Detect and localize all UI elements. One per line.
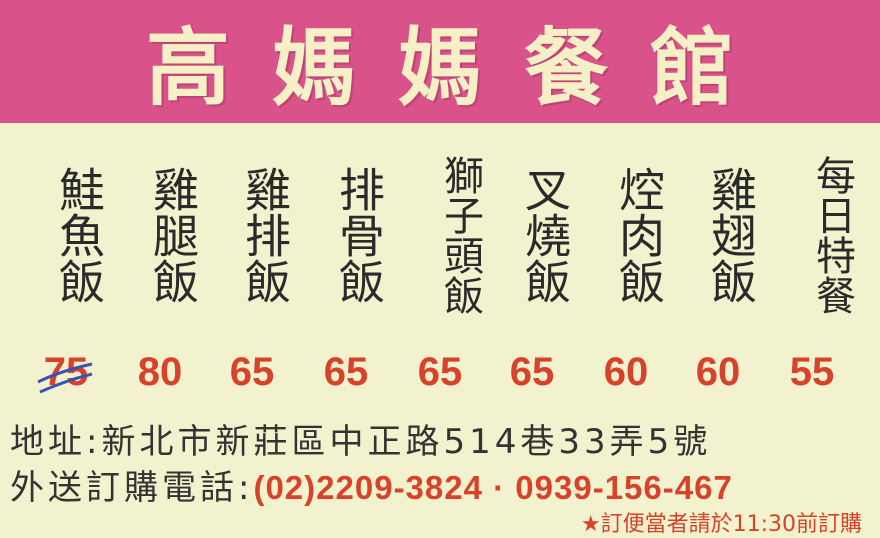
menu-item-name: 獅子頭飯 — [437, 154, 483, 315]
menu-item-name: 叉燒飯 — [518, 165, 572, 304]
phone-label: 外送訂購電話: — [10, 468, 254, 508]
menu-item-name: 每日特餐 — [809, 154, 855, 315]
menu-item-price: 65 — [229, 350, 275, 394]
restaurant-title: 高媽媽餐館 — [145, 19, 776, 117]
menu-item-name: 排骨飯 — [332, 165, 386, 304]
menu-item-price: 60 — [603, 350, 649, 394]
phone-numbers: (02)2209-3824 · 0939-156-467 — [253, 469, 733, 506]
menu-item-price: 80 — [137, 350, 183, 394]
menu-item: 叉燒飯 65 — [486, 132, 578, 402]
menu-item-price: 60 — [695, 350, 741, 394]
menu-item-name: 雞翅飯 — [704, 165, 758, 304]
menu-item-name: 雞腿飯 — [146, 165, 200, 304]
header-banner — [0, 0, 880, 123]
menu-item-price: 65 — [323, 350, 369, 394]
menu-item-name: 焢肉飯 — [612, 165, 666, 304]
menu-item-price: 65 — [417, 350, 463, 394]
menu-item: 獅子頭飯 65 — [394, 132, 486, 402]
menu-item: 雞翅飯 60 — [672, 132, 764, 402]
menu-board: 鮭魚飯 75 雞腿飯 80 雞排飯 65 排骨飯 65 獅子頭飯 65 叉燒飯 … — [20, 132, 870, 402]
menu-item: 焢肉飯 60 — [580, 132, 672, 402]
menu-item: 雞腿飯 80 — [114, 132, 206, 402]
menu-item: 排骨飯 65 — [300, 132, 392, 402]
order-deadline-note: ★訂便當者請於11:30前訂購 — [580, 512, 862, 537]
menu-item: 鮭魚飯 75 — [20, 132, 112, 402]
delivery-phone-line: 外送訂購電話:(02)2209-3824 · 0939-156-467 — [10, 460, 870, 509]
menu-item-price: 75 — [43, 350, 89, 394]
menu-item-price: 55 — [789, 350, 835, 394]
menu-item: 每日特餐 55 — [766, 132, 858, 402]
menu-item-price: 65 — [509, 350, 555, 394]
menu-item-name: 鮭魚飯 — [52, 165, 106, 304]
address-line: 地址:新北市新莊區中正路514巷33弄5號 — [10, 422, 712, 462]
menu-item-name: 雞排飯 — [238, 165, 292, 304]
menu-item: 雞排飯 65 — [206, 132, 298, 402]
